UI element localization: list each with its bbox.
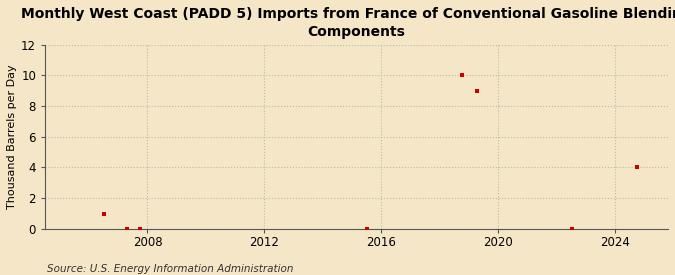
Point <box>135 227 146 231</box>
Y-axis label: Thousand Barrels per Day: Thousand Barrels per Day <box>7 64 17 209</box>
Title: Monthly West Coast (PADD 5) Imports from France of Conventional Gasoline Blendin: Monthly West Coast (PADD 5) Imports from… <box>21 7 675 39</box>
Point <box>471 89 482 93</box>
Point <box>456 73 467 78</box>
Point <box>99 211 109 216</box>
Point <box>122 227 132 231</box>
Point <box>361 227 372 231</box>
Point <box>566 227 577 231</box>
Point <box>632 165 643 170</box>
Text: Source: U.S. Energy Information Administration: Source: U.S. Energy Information Administ… <box>47 264 294 274</box>
